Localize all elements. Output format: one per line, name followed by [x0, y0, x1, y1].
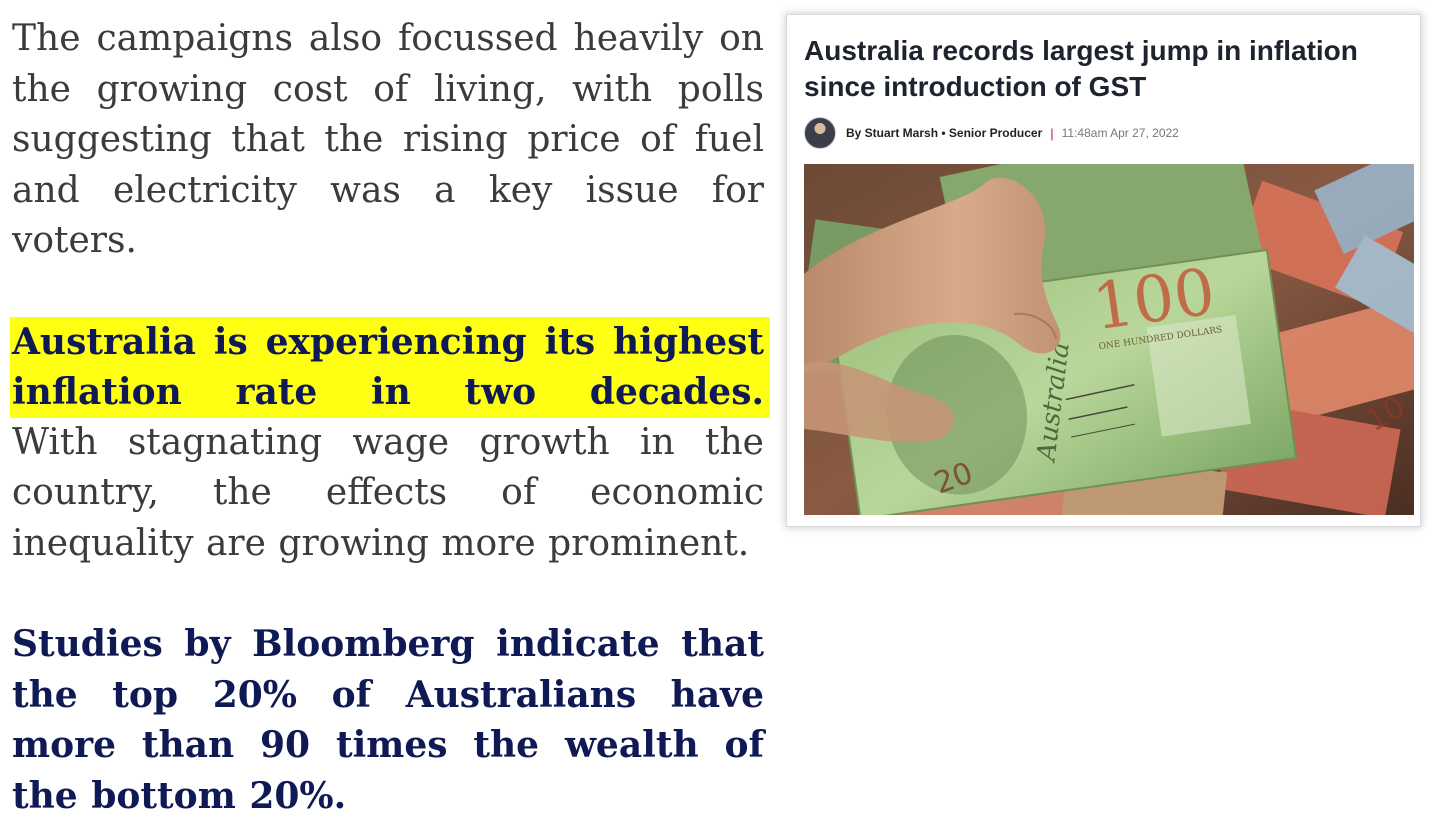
banknotes-photo: 100 ONE HUNDRED DOLLARS Australia 20 10: [804, 164, 1414, 515]
news-article-card[interactable]: Australia records largest jump in inflat…: [787, 15, 1420, 526]
wage-growth-text: With stagnating wage growth in the count…: [12, 421, 764, 564]
byline-separator: |: [1050, 125, 1054, 141]
cost-of-living-paragraph: The campaigns also focussed heavily on t…: [12, 18, 764, 261]
banknote-value: 100: [1088, 255, 1219, 345]
author-avatar: [804, 117, 836, 149]
inflation-paragraph: Australia is experiencing its highest in…: [10, 316, 770, 570]
article-headline[interactable]: Australia records largest jump in inflat…: [804, 35, 1358, 102]
bloomberg-paragraph: Studies by Bloomberg indicate that the t…: [12, 623, 764, 817]
author-name[interactable]: By Stuart Marsh • Senior Producer: [846, 126, 1043, 140]
banknotes-illustration: 100 ONE HUNDRED DOLLARS Australia 20 10: [804, 164, 1414, 515]
inflation-highlight: Australia is experiencing its highest in…: [10, 316, 770, 418]
article-timestamp: 11:48am Apr 27, 2022: [1061, 126, 1179, 140]
article-byline: By Stuart Marsh • Senior Producer | 11:4…: [804, 117, 1179, 149]
body-text-column: The campaigns also focussed heavily on t…: [10, 14, 770, 821]
